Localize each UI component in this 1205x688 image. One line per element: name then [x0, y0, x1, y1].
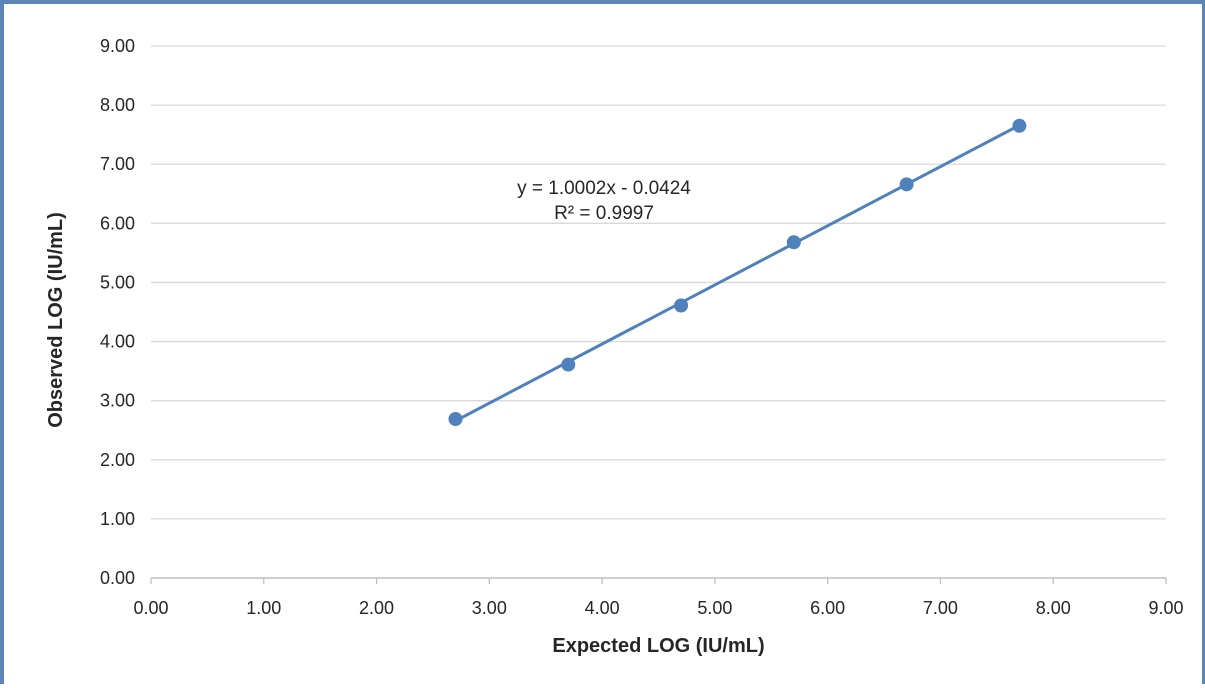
trendline-r-squared: R² = 0.9997 [554, 203, 654, 224]
x-tick-labels: 0.00 1.00 2.00 3.00 4.00 5.00 6.00 7.00 8.00 9.00 [133, 598, 1183, 618]
trendline [454, 123, 1021, 423]
data-point [786, 235, 801, 250]
y-tick-label: 5.00 [100, 272, 135, 292]
x-tick-label: 9.00 [1148, 598, 1183, 618]
data-point [448, 411, 463, 426]
y-tick-label: 6.00 [100, 213, 135, 233]
data-point [899, 177, 914, 192]
y-tick-label: 2.00 [100, 450, 135, 470]
y-tick-label: 7.00 [100, 154, 135, 174]
gridlines [151, 45, 1166, 520]
x-tick-label: 3.00 [472, 598, 507, 618]
x-tick-label: 0.00 [133, 598, 168, 618]
x-tick-label: 4.00 [585, 598, 620, 618]
x-tick-label: 6.00 [810, 598, 845, 618]
data-point [561, 357, 576, 372]
data-point [1012, 118, 1027, 133]
y-tick-labels: 0.00 1.00 2.00 3.00 4.00 5.00 6.00 7.00 8.00 9.00 [100, 36, 135, 588]
trendline-group [454, 123, 1021, 423]
data-point [674, 298, 689, 313]
y-tick-label: 1.00 [100, 509, 135, 529]
y-axis-title: Observed LOG (IU/mL) [45, 212, 67, 428]
y-tick-label: 4.00 [100, 332, 135, 352]
x-tick-label: 5.00 [697, 598, 732, 618]
y-tick-label: 3.00 [100, 391, 135, 411]
data-points [448, 118, 1027, 426]
y-tick-label: 8.00 [100, 95, 135, 115]
y-tick-label: 9.00 [100, 36, 135, 56]
y-tick-label: 0.00 [100, 568, 135, 588]
axes [150, 577, 1167, 584]
trendline-equation: y = 1.0002x - 0.0424 [517, 178, 691, 199]
x-tick-label: 1.00 [246, 598, 281, 618]
x-axis-title: Expected LOG (IU/mL) [552, 635, 764, 657]
x-tick-label: 8.00 [1036, 598, 1071, 618]
scatter-chart: 0.00 1.00 2.00 3.00 4.00 5.00 6.00 7.00 8.00 9.00… [45, 36, 1184, 657]
x-tick-label: 7.00 [923, 598, 958, 618]
x-tick-label: 2.00 [359, 598, 394, 618]
